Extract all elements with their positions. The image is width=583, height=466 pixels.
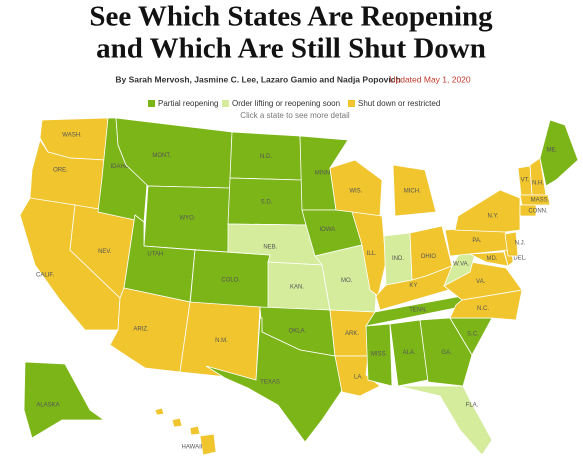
legend-label: Partial reopening <box>158 99 218 108</box>
state-shape[interactable] <box>229 131 303 181</box>
state[interactable]: FLA. <box>397 385 493 456</box>
state[interactable]: COLO. <box>189 249 271 311</box>
state-shape[interactable] <box>519 194 551 206</box>
state-shape[interactable] <box>23 361 106 439</box>
state[interactable]: MICH. <box>392 164 437 217</box>
state-shape[interactable] <box>179 301 261 381</box>
title-line: See Which States Are Reopening <box>89 1 493 33</box>
state-shape[interactable] <box>365 323 393 387</box>
state[interactable]: WYO. <box>143 185 231 253</box>
state[interactable]: ARIZ. <box>109 287 191 373</box>
state-shape[interactable] <box>171 417 183 428</box>
legend-swatch <box>148 100 155 107</box>
state-shape[interactable] <box>419 317 473 387</box>
state-shape[interactable] <box>267 261 331 311</box>
legend-swatch <box>348 100 355 107</box>
state-label: HAWAII <box>182 445 203 451</box>
state[interactable]: S.D. <box>227 177 307 226</box>
instruction: Click a state to see more detail <box>240 111 350 120</box>
state[interactable]: ALASKA <box>23 361 106 439</box>
state-shape[interactable] <box>397 385 493 456</box>
state-shape[interactable] <box>329 159 383 217</box>
state-shape[interactable] <box>454 189 521 233</box>
state-shape[interactable] <box>205 317 346 443</box>
state[interactable]: IND. <box>383 232 413 286</box>
legend: Partial reopening Order lifting or reopen… <box>148 99 440 108</box>
state-shape[interactable] <box>227 177 307 226</box>
legend-swatch <box>222 100 229 107</box>
legend-label: Order lifting or reopening soon <box>232 99 340 108</box>
state[interactable]: KAN. <box>267 261 331 311</box>
state[interactable]: N.Y. <box>454 189 521 233</box>
state-label: DEL. <box>513 256 527 262</box>
map: WASH.ORE.CALIF.NEV.IDAHOMONT.WYO.UTAHCOL… <box>19 117 579 456</box>
updated-date: Updated May 1, 2020 <box>389 74 471 84</box>
state[interactable]: MASS. <box>519 194 551 206</box>
state-shape[interactable] <box>375 265 463 311</box>
state[interactable]: N.M. <box>179 301 261 381</box>
state[interactable]: CONN. <box>519 204 548 217</box>
state[interactable]: WIS. <box>329 159 383 217</box>
state[interactable]: MISS. <box>365 323 393 387</box>
state-shape[interactable] <box>539 119 579 187</box>
state-shape[interactable] <box>154 407 165 416</box>
state[interactable]: N.J. <box>504 231 526 257</box>
byline: By Sarah Mervosh, Jasmine C. Lee, Lazaro… <box>115 74 400 84</box>
state-shape[interactable] <box>189 249 271 311</box>
state[interactable]: ME. <box>539 119 579 187</box>
state-shape[interactable] <box>383 232 413 286</box>
state[interactable]: HAWAII <box>154 407 217 456</box>
state-shape[interactable] <box>199 433 217 456</box>
state-shape[interactable] <box>189 425 201 436</box>
state-shape[interactable] <box>517 165 533 196</box>
state-shape[interactable] <box>504 231 519 257</box>
title-line: and Which Are Still Shut Down <box>96 33 486 65</box>
state-shape[interactable] <box>519 204 537 217</box>
state-shape[interactable] <box>392 164 437 217</box>
state-shape[interactable] <box>143 185 231 253</box>
state[interactable]: N.D. <box>229 131 303 181</box>
state-shape[interactable] <box>109 287 191 373</box>
legend-label: Shut down or restricted <box>358 99 440 108</box>
state[interactable]: VT. <box>517 165 533 196</box>
